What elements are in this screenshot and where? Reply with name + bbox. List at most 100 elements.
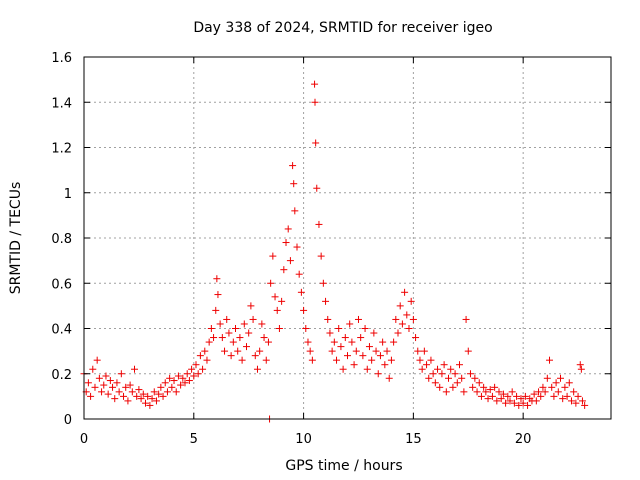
- data-point: [262, 356, 270, 364]
- data-point: [109, 383, 117, 391]
- data-point: [87, 392, 95, 400]
- data-point: [504, 392, 512, 400]
- data-point: [236, 334, 244, 342]
- data-point: [392, 315, 400, 323]
- data-point: [480, 383, 488, 391]
- data-point: [253, 365, 261, 373]
- data-point: [115, 388, 123, 396]
- data-point: [269, 252, 277, 260]
- data-point: [179, 374, 187, 382]
- data-point: [238, 356, 246, 364]
- data-point: [100, 381, 108, 389]
- x-tick-label: 20: [515, 432, 532, 447]
- data-point: [297, 288, 305, 296]
- data-point: [519, 399, 527, 407]
- y-tick-labels: 0 0.2 0.4 0.6 0.8 1 1.2 1.4 1.6: [51, 51, 72, 428]
- data-point: [256, 347, 264, 355]
- data-point: [420, 347, 428, 355]
- data-point: [95, 374, 103, 382]
- x-tick-labels: 0 5 10 15 20: [80, 432, 532, 447]
- data-point: [293, 243, 301, 251]
- data-point: [546, 356, 554, 364]
- x-tick-label: 0: [80, 432, 88, 447]
- data-point: [517, 395, 525, 403]
- data-point: [194, 370, 202, 378]
- data-point: [229, 338, 237, 346]
- data-point: [539, 383, 547, 391]
- data-point: [102, 372, 110, 380]
- data-point: [572, 399, 580, 407]
- data-point: [449, 383, 457, 391]
- data-point: [183, 370, 191, 378]
- data-point: [104, 390, 112, 398]
- data-point: [344, 352, 351, 360]
- data-point: [385, 374, 393, 382]
- data-point: [213, 275, 221, 283]
- data-point: [365, 343, 373, 351]
- y-axis-label: SRMTID / TECUs: [8, 182, 24, 295]
- data-point: [550, 392, 558, 400]
- data-point: [431, 379, 439, 387]
- data-point: [429, 370, 437, 378]
- data-point: [460, 388, 468, 396]
- data-point: [308, 356, 316, 364]
- y-tick-label: 0.6: [51, 277, 72, 292]
- data-point: [477, 392, 485, 400]
- data-point: [225, 329, 233, 337]
- data-point: [232, 325, 240, 332]
- data-point: [218, 334, 226, 342]
- data-point: [372, 347, 380, 355]
- data-point: [161, 379, 169, 387]
- data-point: [319, 279, 327, 287]
- data-point: [188, 365, 196, 373]
- y-tick-label: 0.8: [51, 232, 72, 247]
- data-point: [541, 388, 549, 396]
- data-point: [201, 347, 209, 355]
- data-point: [352, 347, 360, 355]
- data-point: [442, 388, 450, 396]
- data-point: [124, 397, 132, 405]
- data-point: [471, 374, 479, 382]
- data-point: [111, 395, 119, 403]
- plot-frame: [83, 56, 612, 420]
- data-point: [131, 365, 139, 373]
- data-point: [181, 379, 189, 387]
- data-point: [258, 320, 266, 328]
- data-point: [133, 392, 141, 400]
- data-point: [172, 388, 180, 396]
- data-point: [486, 386, 494, 394]
- data-point: [409, 315, 417, 323]
- data-point: [376, 352, 384, 360]
- data-point: [221, 347, 229, 355]
- data-point: [368, 356, 376, 364]
- data-point: [482, 388, 490, 396]
- data-point: [304, 338, 312, 346]
- data-point: [381, 361, 389, 369]
- data-point: [554, 388, 562, 396]
- data-point: [148, 395, 156, 403]
- data-point: [122, 383, 130, 391]
- data-point: [157, 383, 165, 391]
- data-point: [135, 386, 143, 394]
- data-point: [561, 383, 569, 391]
- y-tick-label: 0.4: [51, 323, 72, 338]
- data-point: [412, 334, 420, 342]
- data-point: [473, 388, 481, 396]
- data-point: [289, 162, 297, 170]
- data-point: [203, 356, 211, 364]
- x-tick-label: 15: [405, 432, 422, 447]
- data-point: [144, 392, 152, 400]
- y-tick-label: 1.4: [51, 96, 72, 111]
- data-point: [401, 288, 409, 296]
- data-point: [341, 334, 349, 342]
- data-point: [223, 315, 231, 323]
- data-point: [346, 320, 354, 328]
- axis-ticks: [83, 56, 611, 420]
- data-point: [499, 390, 507, 398]
- data-point: [306, 347, 314, 355]
- data-point: [311, 98, 319, 106]
- data-point: [578, 397, 586, 405]
- data-point: [152, 397, 160, 405]
- data-point: [280, 266, 288, 274]
